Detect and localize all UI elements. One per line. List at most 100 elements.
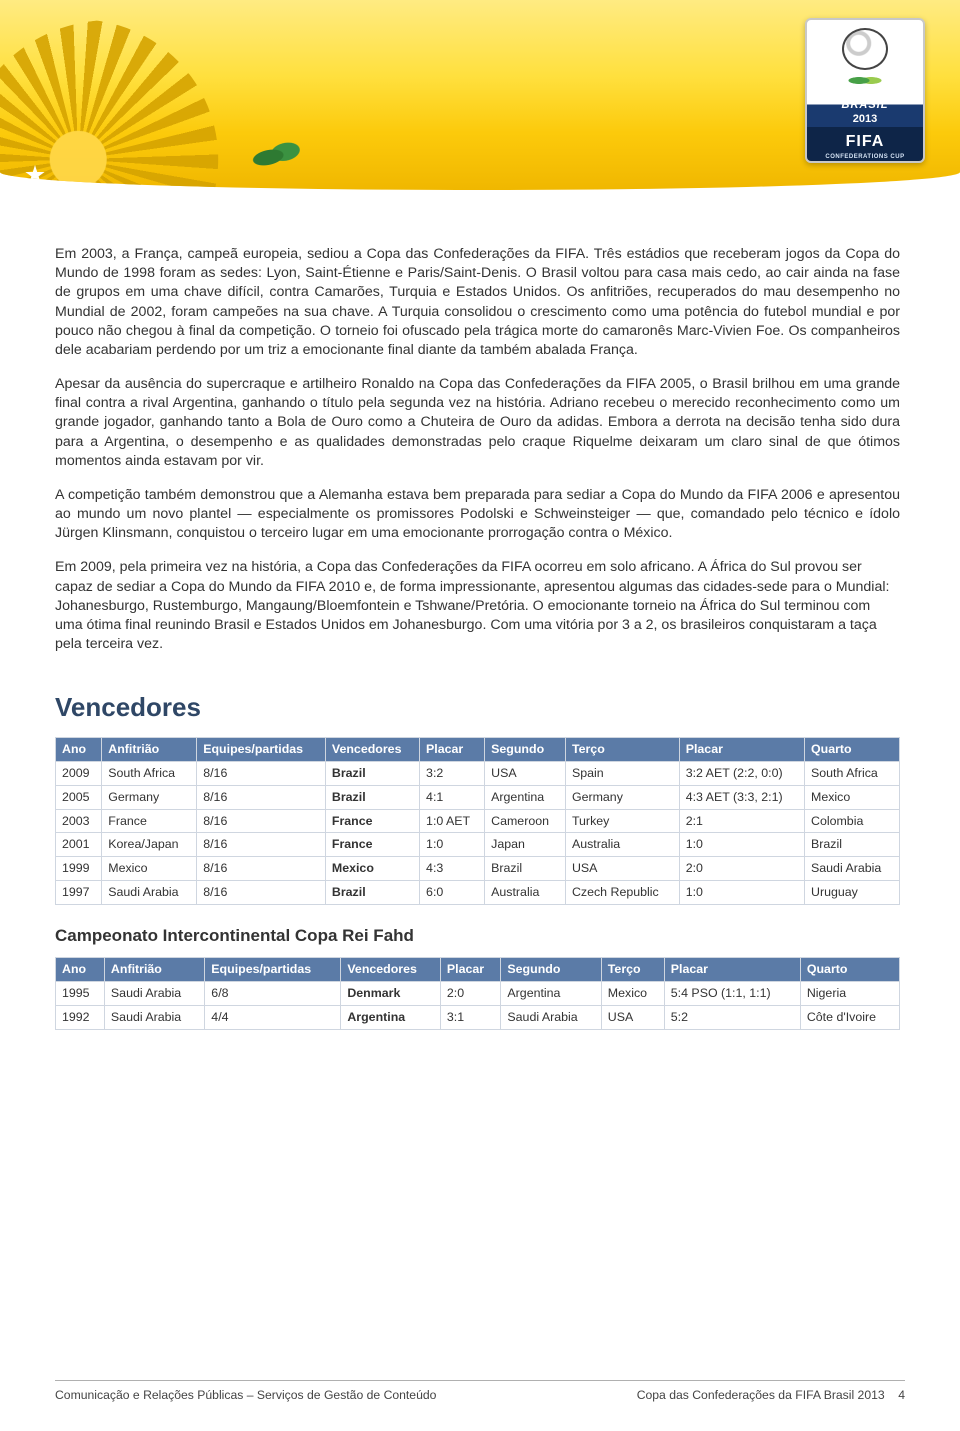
table-row: 2009South Africa8/16Brazil3:2USASpain3:2… (56, 762, 900, 786)
paragraph: Apesar da ausência do supercraque e arti… (55, 375, 900, 471)
logo-brand: BRASIL (842, 98, 889, 113)
cell: Korea/Japan (102, 833, 197, 857)
cell: 6:0 (420, 880, 485, 904)
cell: 8/16 (197, 785, 326, 809)
main-content: Em 2003, a França, campeã europeia, sedi… (0, 190, 960, 1030)
cell: Germany (102, 785, 197, 809)
col-header: Vencedores (341, 958, 441, 982)
cell: Denmark (341, 982, 441, 1006)
cell: Saudi Arabia (501, 1005, 601, 1029)
cell: Mexico (601, 982, 664, 1006)
section-heading-rei-fahd: Campeonato Intercontinental Copa Rei Fah… (55, 925, 900, 948)
cell: Argentina (341, 1005, 441, 1029)
cell: 4:3 AET (3:3, 2:1) (679, 785, 804, 809)
cell: 2001 (56, 833, 102, 857)
cell: USA (485, 762, 566, 786)
cell: 3:1 (440, 1005, 501, 1029)
footer-right: Copa das Confederações da FIFA Brasil 20… (637, 1387, 905, 1403)
col-header: Quarto (800, 958, 899, 982)
cell: 3:2 (420, 762, 485, 786)
cell: Saudi Arabia (104, 1005, 204, 1029)
table-row: 1999Mexico8/16Mexico4:3BrazilUSA2:0Saudi… (56, 857, 900, 881)
cell: Mexico (805, 785, 900, 809)
cell: France (102, 809, 197, 833)
cell: France (325, 809, 419, 833)
col-header: Placar (679, 738, 804, 762)
logo-subtitle: CONFEDERATIONS CUP (825, 153, 904, 161)
cell: Germany (565, 785, 679, 809)
table-row: 1997Saudi Arabia8/16Brazil6:0AustraliaCz… (56, 880, 900, 904)
cell: 2003 (56, 809, 102, 833)
col-header: Equipes/partidas (197, 738, 326, 762)
rei-fahd-table: AnoAnfitriãoEquipes/partidasVencedoresPl… (55, 957, 900, 1029)
winners-table: AnoAnfitriãoEquipes/partidasVencedoresPl… (55, 737, 900, 904)
col-header: Terço (565, 738, 679, 762)
cell: Mexico (102, 857, 197, 881)
col-header: Equipes/partidas (205, 958, 341, 982)
cell: 5:4 PSO (1:1, 1:1) (664, 982, 800, 1006)
col-header: Ano (56, 738, 102, 762)
cell: France (325, 833, 419, 857)
cell: USA (601, 1005, 664, 1029)
cell: 5:2 (664, 1005, 800, 1029)
cell: 1992 (56, 1005, 105, 1029)
col-header: Placar (664, 958, 800, 982)
cell: Nigeria (800, 982, 899, 1006)
cell: Argentina (501, 982, 601, 1006)
cell: Brazil (485, 857, 566, 881)
cell: Uruguay (805, 880, 900, 904)
cell: Brazil (325, 785, 419, 809)
cell: Brazil (325, 880, 419, 904)
cell: 1997 (56, 880, 102, 904)
cell: 1:0 (679, 880, 804, 904)
cell: 1995 (56, 982, 105, 1006)
leaf-graphic (246, 129, 313, 181)
cell: Saudi Arabia (104, 982, 204, 1006)
logo-year: 2013 (853, 112, 877, 127)
cell: 2:0 (679, 857, 804, 881)
cell: 1:0 (679, 833, 804, 857)
cell: Colombia (805, 809, 900, 833)
cell: 2009 (56, 762, 102, 786)
cell: Australia (565, 833, 679, 857)
cell: Brazil (805, 833, 900, 857)
col-header: Segundo (485, 738, 566, 762)
cell: 4:3 (420, 857, 485, 881)
table-row: 2001Korea/Japan8/16France1:0JapanAustral… (56, 833, 900, 857)
leaf-icon (845, 72, 885, 88)
cell: Turkey (565, 809, 679, 833)
cell: 8/16 (197, 833, 326, 857)
cell: Côte d'Ivoire (800, 1005, 899, 1029)
table-row: 2003France8/16France1:0 AETCameroonTurke… (56, 809, 900, 833)
header-banner: BRASIL 2013 FIFA CONFEDERATIONS CUP (0, 0, 960, 190)
table-row: 1992Saudi Arabia4/4Argentina3:1Saudi Ara… (56, 1005, 900, 1029)
section-heading-vencedores: Vencedores (55, 690, 900, 725)
cell: 4:1 (420, 785, 485, 809)
col-header: Segundo (501, 958, 601, 982)
cell: 6/8 (205, 982, 341, 1006)
col-header: Placar (440, 958, 501, 982)
col-header: Placar (420, 738, 485, 762)
logo-fifa: FIFA (846, 131, 885, 153)
cell: 2:1 (679, 809, 804, 833)
cell: Argentina (485, 785, 566, 809)
cell: South Africa (805, 762, 900, 786)
col-header: Ano (56, 958, 105, 982)
col-header: Quarto (805, 738, 900, 762)
cell: 2:0 (440, 982, 501, 1006)
cell: 1:0 (420, 833, 485, 857)
cell: Spain (565, 762, 679, 786)
col-header: Anfitrião (102, 738, 197, 762)
col-header: Terço (601, 958, 664, 982)
cell: 8/16 (197, 762, 326, 786)
cell: 2005 (56, 785, 102, 809)
page-footer: Comunicação e Relações Públicas – Serviç… (55, 1380, 905, 1403)
cell: 8/16 (197, 880, 326, 904)
cell: USA (565, 857, 679, 881)
col-header: Anfitrião (104, 958, 204, 982)
cell: Saudi Arabia (805, 857, 900, 881)
cell: Saudi Arabia (102, 880, 197, 904)
cell: Australia (485, 880, 566, 904)
cell: Mexico (325, 857, 419, 881)
col-header: Vencedores (325, 738, 419, 762)
